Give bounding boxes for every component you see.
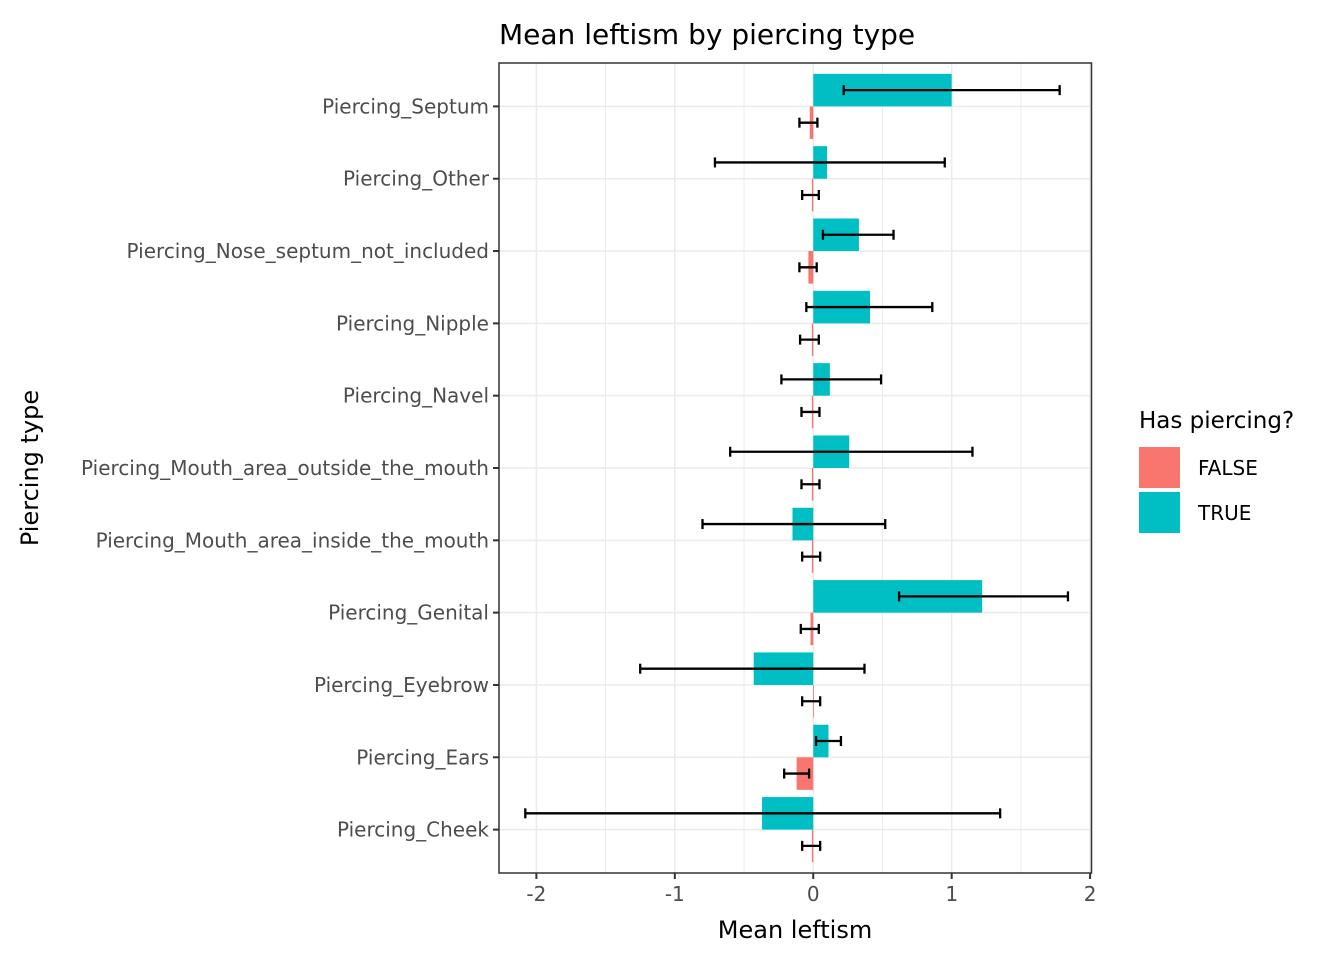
chart-title: Mean leftism by piercing type bbox=[499, 18, 915, 51]
errorbar-false bbox=[799, 623, 820, 634]
legend-label-true: TRUE bbox=[1197, 501, 1251, 525]
errorbar-false bbox=[798, 117, 819, 128]
errorbar-true bbox=[524, 808, 1002, 819]
x-tick-labels: -2 -1 0 1 2 bbox=[526, 882, 1096, 906]
legend-title: Has piercing? bbox=[1139, 408, 1294, 434]
errorbar-false bbox=[800, 406, 821, 417]
y-tick-label: Piercing_Ears bbox=[356, 745, 489, 769]
y-axis-title: Piercing type bbox=[16, 390, 44, 546]
errorbar-false bbox=[801, 840, 822, 851]
y-tick-label: Piercing_Other bbox=[343, 167, 490, 191]
legend-label-false: FALSE bbox=[1198, 456, 1258, 480]
errorbar-true bbox=[701, 519, 887, 530]
x-tick-label: 1 bbox=[945, 882, 958, 906]
y-tick-label: Piercing_Mouth_area_outside_the_mouth bbox=[81, 456, 489, 480]
axis-ticks bbox=[493, 105, 1092, 879]
legend-swatch-false bbox=[1139, 447, 1180, 488]
errorbar-false bbox=[800, 479, 821, 490]
errorbar-true bbox=[814, 736, 843, 747]
errorbar-false bbox=[798, 334, 820, 345]
y-tick-label: Piercing_Septum bbox=[322, 94, 489, 118]
errorbar-true bbox=[842, 85, 1061, 96]
errorbar-true bbox=[821, 229, 895, 240]
errorbar-true bbox=[729, 446, 974, 457]
errorbar-false bbox=[801, 189, 820, 200]
errorbar-true bbox=[639, 663, 866, 674]
y-tick-label: Piercing_Cheek bbox=[337, 818, 489, 842]
y-tick-label: Piercing_Navel bbox=[343, 384, 489, 408]
errorbar-true bbox=[805, 302, 934, 313]
x-tick-label: -2 bbox=[526, 882, 546, 906]
errorbar-false bbox=[801, 696, 822, 707]
legend: Has piercing? FALSE TRUE bbox=[1139, 408, 1294, 533]
legend-swatch-true bbox=[1139, 492, 1180, 533]
x-tick-label: 2 bbox=[1084, 882, 1097, 906]
errorbar-false bbox=[798, 262, 818, 273]
y-tick-labels: Piercing_Septum Piercing_Other Piercing_No… bbox=[81, 94, 490, 841]
errorbar-true bbox=[780, 374, 883, 385]
errorbar-true bbox=[713, 157, 946, 168]
y-tick-label: Piercing_Eyebrow bbox=[314, 673, 489, 697]
gridlines bbox=[499, 63, 1092, 873]
y-tick-label: Piercing_Nipple bbox=[336, 311, 489, 335]
errorbars-group bbox=[524, 85, 1070, 851]
x-tick-label: -1 bbox=[665, 882, 685, 906]
y-tick-label: Piercing_Genital bbox=[328, 601, 489, 625]
bars-group bbox=[753, 73, 983, 863]
x-tick-label: 0 bbox=[807, 882, 820, 906]
errorbar-false bbox=[783, 768, 811, 779]
y-tick-label: Piercing_Nose_septum_not_included bbox=[127, 239, 489, 263]
y-tick-label: Piercing_Mouth_area_inside_the_mouth bbox=[96, 528, 489, 552]
errorbar-false bbox=[801, 551, 822, 562]
x-axis-title: Mean leftism bbox=[718, 916, 872, 944]
errorbar-true bbox=[897, 591, 1070, 602]
